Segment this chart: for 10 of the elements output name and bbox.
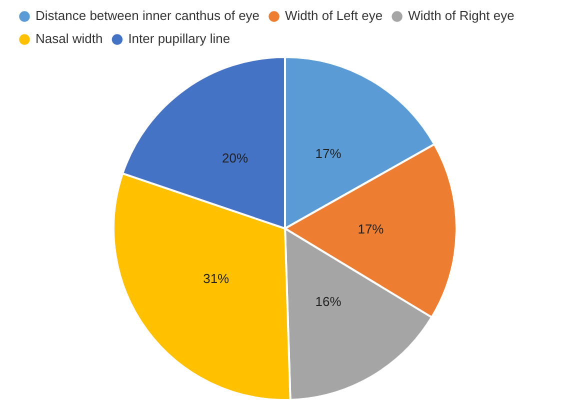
legend-label: Distance between inner canthus of eye [36,8,260,24]
data-label: 16% [315,294,342,310]
data-label: 20% [222,150,248,166]
data-label: 31% [203,271,230,286]
data-label: 17% [315,146,342,162]
data-label: 17% [358,221,384,236]
legend-label: Inter pupillary line [128,31,230,46]
legend-label: Width of Left eye [285,8,383,24]
legend-label: Width of Right eye [408,8,514,24]
legend-label: Nasal width [36,31,103,46]
